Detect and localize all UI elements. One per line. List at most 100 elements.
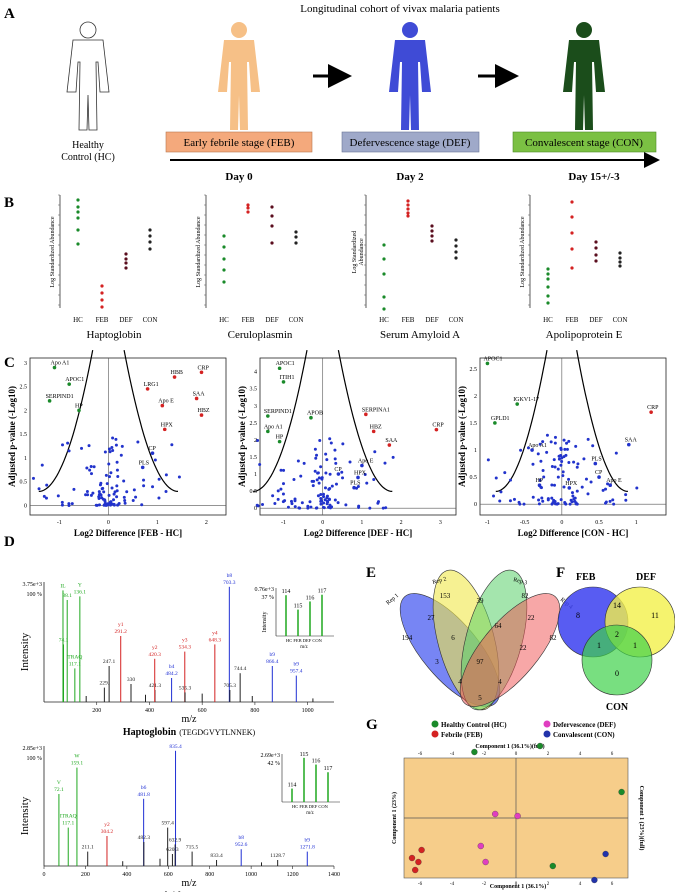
x-tick-label: 3 bbox=[439, 520, 442, 526]
peak-label: 957.4 bbox=[290, 669, 303, 675]
data-point bbox=[340, 470, 344, 474]
data-point-con bbox=[148, 228, 152, 232]
protein-label: HBB bbox=[171, 370, 183, 376]
data-point bbox=[164, 489, 168, 493]
data-point-def bbox=[594, 246, 598, 250]
data-point bbox=[539, 486, 543, 490]
y-tick-label: 4 bbox=[254, 370, 257, 376]
data-point-hc bbox=[222, 268, 226, 272]
labelled-point bbox=[567, 486, 572, 490]
protein-label: HBZ bbox=[198, 408, 210, 414]
protein-label: CRP bbox=[198, 365, 210, 371]
data-point bbox=[323, 498, 327, 502]
data-point-hc bbox=[382, 295, 386, 299]
data-point bbox=[341, 442, 345, 446]
y-pct-label: 100 % bbox=[27, 756, 43, 762]
y-tick-label: 0 bbox=[474, 502, 477, 508]
x-tick-label: 1000 bbox=[302, 708, 314, 714]
legend-label-con: Convalescent (CON) bbox=[553, 731, 615, 739]
peak-label: b9 bbox=[294, 662, 300, 668]
plot-frame bbox=[259, 357, 457, 516]
pca-point bbox=[591, 876, 598, 884]
data-point bbox=[131, 499, 135, 503]
data-point-def bbox=[594, 240, 598, 244]
x-axis-label: m/z bbox=[182, 714, 198, 725]
data-point bbox=[313, 447, 317, 451]
data-point bbox=[104, 473, 108, 477]
data-point-hc bbox=[546, 267, 550, 271]
data-point bbox=[601, 488, 605, 492]
panel-d: D 3.75e+3 100 % Intensity 200 400 600 800 1000 m… bbox=[4, 534, 340, 892]
data-point bbox=[635, 486, 639, 490]
data-point bbox=[531, 462, 535, 466]
data-point bbox=[326, 500, 330, 504]
labelled-point bbox=[387, 443, 392, 447]
data-point-feb bbox=[246, 210, 250, 214]
data-point-def bbox=[430, 239, 434, 243]
data-point bbox=[114, 437, 118, 441]
labelled-point bbox=[281, 380, 286, 384]
data-point-def bbox=[270, 241, 274, 245]
peak-label: 74.1 bbox=[59, 637, 69, 643]
y-axis-label: Log Standardized bbox=[352, 231, 358, 274]
data-point bbox=[44, 496, 48, 500]
y-axis-label: Abundance bbox=[359, 238, 365, 266]
peak-label: b8 bbox=[227, 573, 233, 579]
data-point bbox=[103, 450, 107, 454]
protein-label: SERPIND1 bbox=[264, 409, 292, 415]
day-label-15: Day 15+/-3 bbox=[568, 171, 620, 183]
x-axis-label: m/z bbox=[182, 878, 198, 889]
data-point bbox=[115, 460, 119, 464]
data-point bbox=[125, 490, 129, 494]
data-point bbox=[565, 441, 569, 445]
venn-e-count: 4 bbox=[458, 678, 462, 686]
venn-f-count: 8 bbox=[576, 611, 580, 620]
caption-sequence: (TEGDGVYTLNNEK) bbox=[179, 728, 255, 737]
protein-label: HBZ bbox=[370, 424, 382, 430]
group-label: HC bbox=[543, 316, 553, 324]
data-point bbox=[553, 465, 557, 469]
protein-label: CRP bbox=[647, 405, 659, 411]
data-point bbox=[101, 486, 105, 490]
data-point bbox=[261, 503, 265, 507]
peak-label: 535.3 bbox=[179, 685, 192, 691]
data-point bbox=[486, 458, 490, 462]
threshold-curve-left bbox=[253, 349, 308, 492]
peak-label: y2 bbox=[104, 822, 110, 828]
plot-frame bbox=[29, 357, 227, 516]
threshold-curve-right bbox=[576, 349, 628, 492]
peak-label: 136.1 bbox=[74, 589, 87, 595]
data-point-def bbox=[594, 259, 598, 263]
x-axis-label: Log2 Difference [CON - HC] bbox=[518, 528, 629, 538]
human-silhouette-1 bbox=[218, 22, 260, 130]
data-point-hc bbox=[76, 198, 80, 202]
data-point bbox=[384, 506, 388, 510]
labelled-point bbox=[493, 421, 497, 425]
data-point-def bbox=[124, 257, 128, 261]
data-point bbox=[559, 453, 563, 457]
data-point bbox=[306, 504, 310, 508]
y-tick-label: 1 bbox=[24, 456, 27, 462]
data-point bbox=[356, 484, 360, 488]
data-point bbox=[122, 495, 126, 499]
data-point bbox=[560, 456, 564, 460]
data-point bbox=[494, 476, 498, 480]
labelled-point bbox=[266, 414, 270, 418]
protein-label: HPX bbox=[161, 422, 174, 428]
venn-e-count: 82 bbox=[550, 634, 558, 642]
venn-f-count: 1 bbox=[597, 641, 601, 650]
pca-point bbox=[514, 812, 521, 820]
data-point-hc bbox=[382, 257, 386, 261]
data-point bbox=[541, 468, 545, 472]
data-point bbox=[576, 462, 580, 466]
venn-f-set-con: CON bbox=[606, 702, 629, 713]
data-point bbox=[559, 498, 563, 502]
pca-top-tick: 2 bbox=[547, 752, 550, 757]
data-point bbox=[591, 444, 595, 448]
group-label: HC bbox=[73, 316, 83, 324]
venn-e-rep4 bbox=[459, 593, 561, 707]
data-point bbox=[136, 440, 140, 444]
data-point bbox=[281, 482, 285, 486]
dot-plot-1: Log Standardized Abundance HC FEB DEF CON Cer… bbox=[196, 194, 303, 341]
group-label: FEB bbox=[96, 316, 109, 324]
